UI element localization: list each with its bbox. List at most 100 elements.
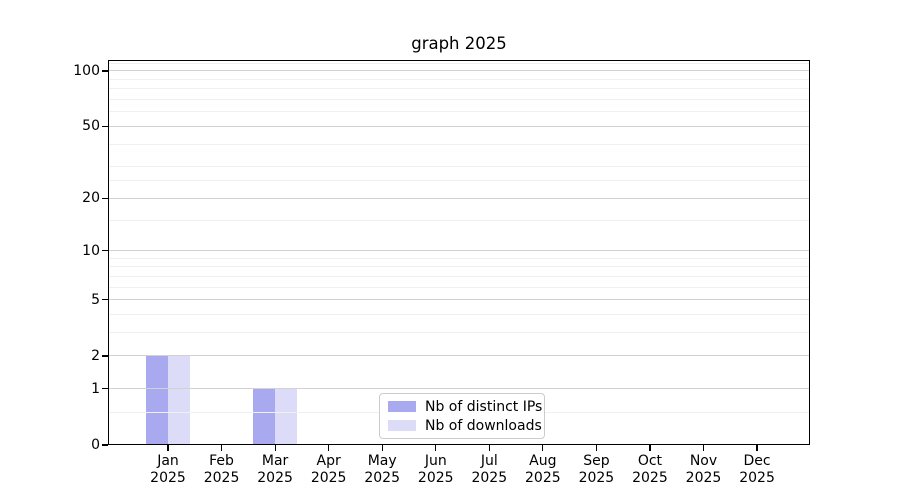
legend-row-downloads: Nb of downloads: [388, 417, 542, 434]
minor-gridline: [108, 78, 810, 80]
y-tick: [102, 388, 108, 390]
x-tick-label-jan: Jan 2025: [140, 453, 196, 487]
x-tick-month: May: [367, 453, 397, 469]
x-tick-year: 2025: [471, 470, 508, 486]
minor-gridline: [108, 266, 810, 268]
major-gridline: [108, 299, 810, 301]
x-tick-year: 2025: [203, 470, 240, 486]
y-tick: [102, 355, 108, 357]
major-gridline: [108, 388, 810, 390]
x-tick-label-may: May 2025: [354, 453, 410, 487]
x-tick-month: Apr: [316, 453, 341, 469]
minor-gridline: [108, 88, 810, 90]
x-tick-year: 2025: [310, 470, 347, 486]
bar-downloads-jan: [168, 355, 190, 445]
x-tick-month: Mar: [261, 453, 289, 469]
x-tick-month: Feb: [209, 453, 234, 469]
x-tick: [220, 445, 223, 451]
x-tick: [488, 445, 490, 451]
x-tick-label-jun: Jun 2025: [408, 453, 464, 487]
x-tick: [274, 445, 276, 451]
x-tick-year: 2025: [364, 470, 400, 486]
bar-distinct-ips-mar: [253, 388, 276, 445]
legend-swatch-distinct-ips-icon: [388, 401, 416, 412]
x-tick-label-mar: Mar 2025: [247, 453, 303, 487]
y-tick-label: 10: [82, 242, 100, 259]
x-tick-month: Oct: [637, 453, 663, 469]
y-tick-label: 2: [91, 347, 100, 364]
minor-gridline: [108, 286, 810, 288]
y-tick: [102, 70, 108, 72]
plot-border: [108, 60, 810, 445]
x-tick-label-feb: Feb 2025: [194, 453, 250, 487]
x-tick-year: 2025: [150, 470, 186, 486]
x-tick: [756, 445, 758, 451]
legend: Nb of distinct IPs Nb of downloads: [379, 393, 545, 439]
major-gridline: [108, 355, 810, 357]
bar-downloads-mar: [275, 388, 298, 445]
y-tick: [102, 197, 108, 199]
x-tick-month: Jul: [480, 453, 498, 469]
minor-gridline: [108, 62, 810, 64]
minor-gridline: [108, 332, 810, 334]
x-tick-month: Jan: [157, 453, 179, 469]
x-tick-label-apr: Apr 2025: [301, 453, 357, 487]
minor-gridline: [108, 314, 810, 316]
x-tick-year: 2025: [632, 470, 668, 486]
minor-gridline: [108, 219, 810, 221]
minor-gridline: [108, 275, 810, 277]
legend-swatch-downloads-icon: [388, 420, 416, 431]
y-tick-label: 100: [73, 62, 100, 79]
x-tick: [542, 445, 544, 451]
x-tick-label-sep: Sep 2025: [568, 453, 624, 487]
x-tick-label-oct: Oct 2025: [622, 453, 678, 487]
legend-label-distinct-ips: Nb of distinct IPs: [425, 398, 543, 415]
x-tick-year: 2025: [739, 470, 775, 486]
major-gridline: [108, 197, 810, 199]
minor-gridline: [108, 166, 810, 168]
x-tick-label-aug: Aug 2025: [515, 453, 571, 487]
major-gridline: [108, 250, 810, 252]
x-tick-year: 2025: [417, 470, 454, 486]
y-tick: [102, 250, 108, 252]
x-tick-year: 2025: [257, 470, 293, 486]
minor-gridline: [108, 99, 810, 100]
y-tick-label: 20: [82, 190, 100, 207]
x-tick: [167, 445, 169, 451]
x-tick-year: 2025: [685, 470, 722, 486]
x-tick: [702, 445, 705, 451]
x-tick-month: Nov: [689, 453, 718, 469]
y-tick-label: 0: [91, 437, 100, 453]
x-tick: [381, 445, 383, 451]
x-tick: [435, 445, 437, 451]
minor-gridline: [108, 143, 810, 145]
major-gridline: [108, 125, 810, 127]
major-gridline: [108, 70, 810, 72]
x-tick: [595, 445, 597, 451]
chart-title: graph 2025: [411, 34, 507, 53]
minor-gridline: [108, 180, 810, 182]
minor-gridline: [108, 257, 810, 259]
x-tick-year: 2025: [578, 470, 615, 486]
bar-distinct-ips-jan: [146, 355, 168, 445]
minor-gridline: [108, 111, 810, 113]
legend-row-distinct-ips: Nb of distinct IPs: [388, 398, 542, 415]
x-tick-month: Aug: [529, 453, 557, 469]
y-tick-label: 50: [82, 118, 100, 135]
x-tick: [649, 445, 651, 451]
y-tick: [102, 299, 108, 301]
x-tick-label-dec: Dec 2025: [729, 453, 785, 487]
x-tick: [328, 445, 330, 451]
x-tick-year: 2025: [525, 470, 561, 486]
x-tick-month: Sep: [583, 453, 610, 469]
x-tick-month: Jun: [424, 453, 447, 469]
x-tick-label-nov: Nov 2025: [676, 453, 732, 487]
y-tick-label: 5: [91, 291, 100, 308]
x-tick-label-jul: Jul 2025: [461, 453, 517, 487]
x-tick-month: Dec: [743, 453, 771, 469]
y-tick-label: 1: [91, 380, 100, 397]
y-tick: [102, 444, 108, 446]
y-tick: [102, 125, 108, 127]
legend-label-downloads: Nb of downloads: [425, 417, 542, 434]
